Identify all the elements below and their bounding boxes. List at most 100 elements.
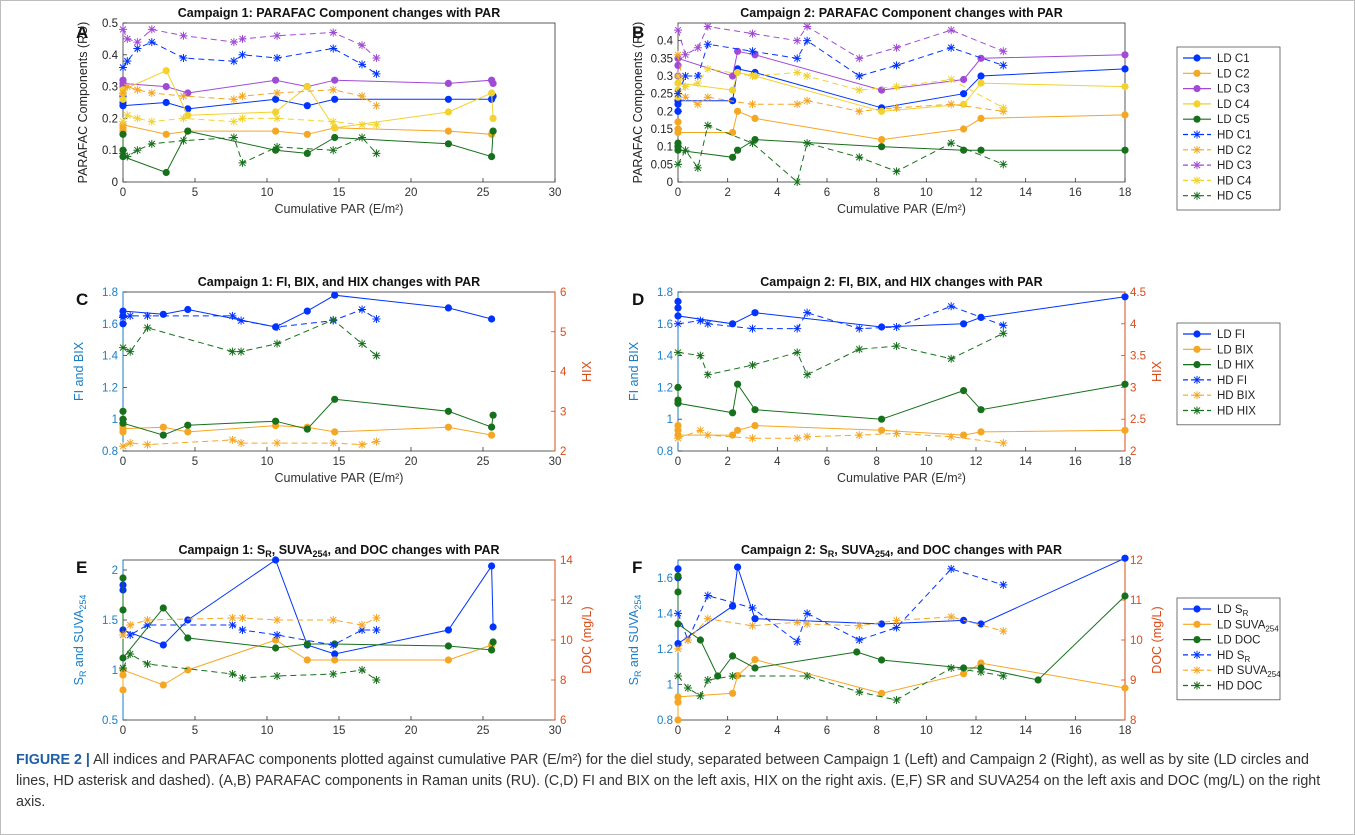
series-ld-c2 bbox=[119, 121, 497, 138]
data-point bbox=[272, 95, 280, 103]
series-line bbox=[677, 382, 1126, 420]
data-point bbox=[444, 423, 452, 431]
data-point bbox=[892, 322, 901, 331]
legend-marker bbox=[1193, 85, 1201, 93]
x-axis-label: Cumulative PAR (E/m²) bbox=[275, 471, 404, 485]
x-tick-label: 10 bbox=[920, 187, 933, 199]
data-point bbox=[119, 631, 127, 639]
data-point bbox=[878, 415, 886, 423]
data-point bbox=[159, 641, 167, 649]
data-point bbox=[228, 614, 237, 622]
data-point bbox=[228, 670, 237, 678]
data-point bbox=[892, 696, 901, 704]
data-point bbox=[488, 431, 496, 439]
legend-label: LD C5 bbox=[1217, 114, 1250, 126]
data-point bbox=[729, 72, 737, 80]
series-ld-c4 bbox=[674, 68, 1129, 115]
data-point bbox=[119, 343, 127, 352]
data-point bbox=[303, 307, 311, 315]
data-point bbox=[372, 315, 381, 324]
data-point bbox=[272, 417, 280, 425]
legend-label: HD C3 bbox=[1217, 160, 1252, 172]
panel-c: C Campaign 1: FI, BIX, and HIX changes wi… bbox=[72, 275, 594, 485]
data-point bbox=[674, 79, 682, 87]
data-point bbox=[133, 38, 142, 47]
data-point bbox=[444, 127, 452, 135]
series-hd-s-r bbox=[119, 621, 381, 649]
data-point bbox=[878, 323, 886, 331]
data-point bbox=[184, 421, 192, 429]
series-line bbox=[677, 110, 1126, 141]
data-point bbox=[119, 686, 127, 694]
data-point bbox=[947, 354, 956, 363]
y2-tick-label: 2 bbox=[1130, 446, 1136, 458]
y-tick-label: 1 bbox=[112, 414, 118, 426]
data-point bbox=[119, 63, 127, 72]
series-hd-c1 bbox=[119, 38, 381, 78]
data-point bbox=[1121, 65, 1129, 73]
data-point bbox=[999, 61, 1008, 70]
x-tick-label: 15 bbox=[333, 187, 346, 199]
series-hd-fi bbox=[119, 305, 381, 331]
data-point bbox=[444, 108, 452, 116]
data-point bbox=[674, 160, 682, 169]
data-point bbox=[748, 434, 757, 443]
x-tick-label: 6 bbox=[824, 456, 830, 468]
data-point bbox=[999, 329, 1008, 338]
x-tick-label: 30 bbox=[549, 725, 562, 737]
x-tick-label: 18 bbox=[1119, 725, 1132, 737]
data-point bbox=[273, 439, 282, 448]
panel-letter: E bbox=[76, 558, 87, 577]
series-hd-c2 bbox=[119, 82, 381, 110]
data-point bbox=[119, 425, 127, 433]
legend-marker bbox=[1193, 391, 1201, 400]
data-point bbox=[358, 92, 367, 101]
series-hd-fi bbox=[674, 302, 1008, 333]
data-point bbox=[1121, 51, 1129, 59]
data-point bbox=[331, 76, 339, 84]
y-tick-label: 0.3 bbox=[102, 82, 118, 94]
data-point bbox=[977, 79, 985, 87]
data-point bbox=[674, 348, 682, 357]
data-point bbox=[159, 431, 167, 439]
data-point bbox=[703, 121, 712, 130]
y-tick-label: 0.3 bbox=[657, 71, 673, 83]
y-tick-label: 1 bbox=[667, 414, 673, 426]
data-point bbox=[803, 72, 812, 80]
x-tick-label: 6 bbox=[824, 187, 830, 199]
data-point bbox=[693, 79, 702, 88]
data-point bbox=[855, 324, 864, 333]
legend-entry: HD C1 bbox=[1183, 130, 1252, 142]
x-tick-label: 0 bbox=[675, 456, 681, 468]
series-line bbox=[122, 559, 494, 655]
data-point bbox=[159, 423, 167, 431]
data-point bbox=[489, 79, 497, 87]
y2-tick-label: 8 bbox=[560, 675, 566, 687]
data-point bbox=[751, 615, 759, 623]
series-line bbox=[123, 624, 377, 646]
y2-tick-label: 8 bbox=[1130, 715, 1136, 727]
data-point bbox=[329, 28, 338, 37]
x-tick-label: 0 bbox=[120, 187, 126, 199]
data-point bbox=[674, 89, 682, 98]
legend-entry: HD C3 bbox=[1183, 160, 1252, 172]
legend-entry: HD FI bbox=[1183, 375, 1247, 387]
data-point bbox=[273, 616, 282, 624]
legend-label: LD FI bbox=[1217, 329, 1245, 341]
data-point bbox=[488, 423, 496, 431]
data-point bbox=[960, 320, 968, 328]
data-point bbox=[729, 320, 737, 328]
x-tick-label: 14 bbox=[1019, 456, 1032, 468]
series-line bbox=[122, 28, 377, 59]
x-tick-label: 12 bbox=[970, 456, 983, 468]
data-point bbox=[358, 60, 367, 69]
y2-tick-label: 5 bbox=[560, 327, 566, 339]
data-point bbox=[892, 342, 901, 351]
caption-label: FIGURE 2 | bbox=[16, 752, 90, 768]
series-ld-suva-254 bbox=[674, 656, 1129, 724]
data-point bbox=[674, 620, 682, 628]
legend-label: HD C2 bbox=[1217, 145, 1252, 157]
data-point bbox=[237, 347, 246, 356]
data-point bbox=[892, 82, 901, 91]
y-tick-label: 1 bbox=[112, 665, 118, 677]
